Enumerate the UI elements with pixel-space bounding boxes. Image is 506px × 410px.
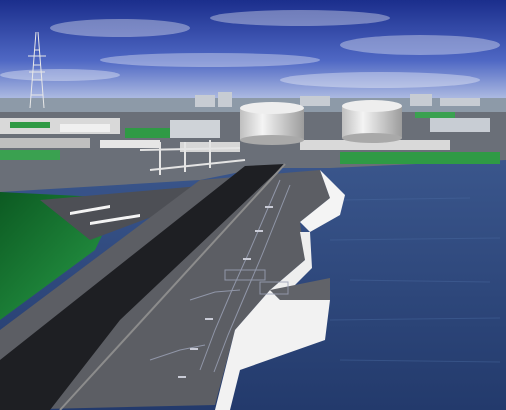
- yard-markings: [70, 205, 140, 225]
- access-road: [0, 164, 285, 410]
- lng-tank-left: [240, 102, 304, 145]
- sea-ripples: [329, 197, 501, 363]
- transmission-tower: [28, 31, 46, 109]
- berth-markings: [149, 179, 291, 373]
- pipe-rack: [139, 140, 246, 175]
- deck-dashes: [178, 206, 273, 378]
- sky: [0, 0, 506, 110]
- lng-tank-right: [342, 100, 402, 143]
- road-edge: [59, 163, 286, 410]
- distant-buildings: [195, 92, 480, 107]
- pier-seawall-lower: [215, 290, 330, 410]
- yard-pavement: [40, 186, 200, 240]
- pier-seawall-upper: [300, 170, 345, 232]
- pier-seawall-mid: [270, 232, 312, 300]
- plant-buildings: [0, 112, 500, 164]
